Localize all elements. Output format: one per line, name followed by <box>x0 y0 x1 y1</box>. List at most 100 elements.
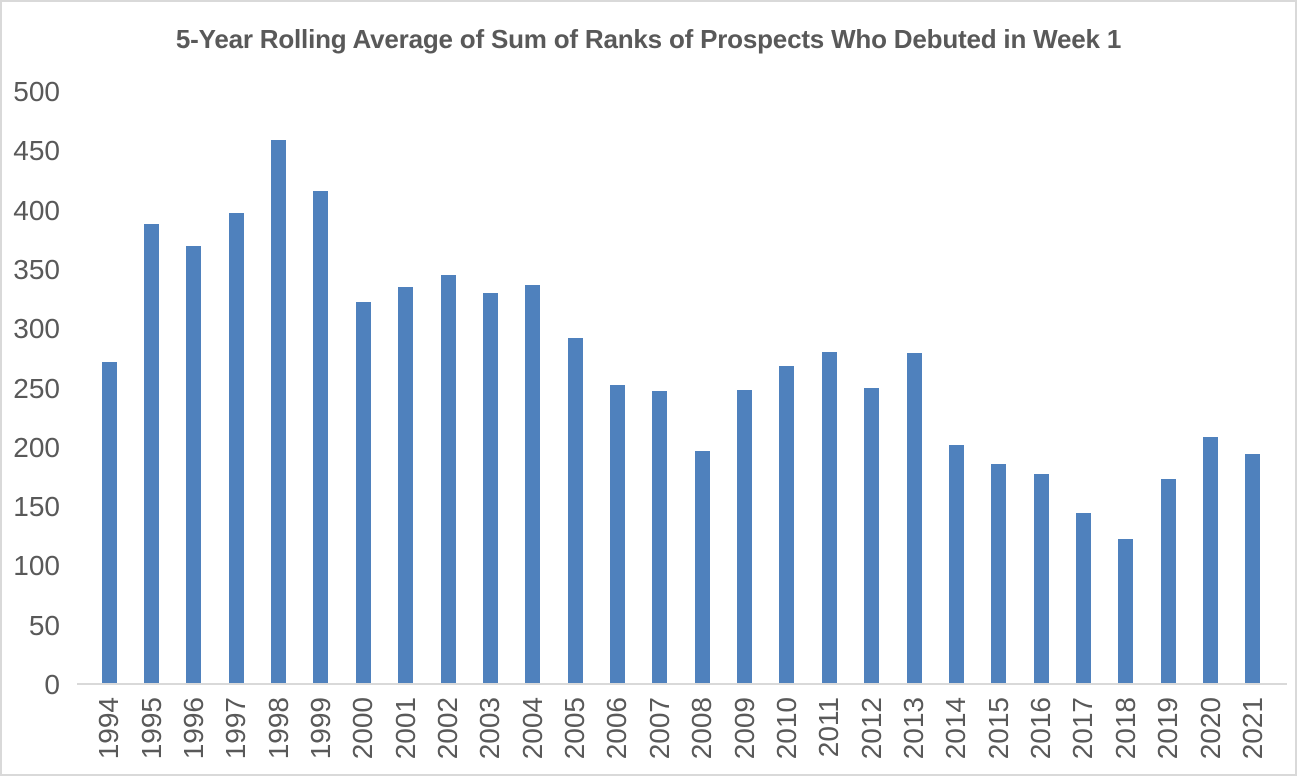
x-tick-label: 2006 <box>601 697 633 760</box>
x-tick-label: 2015 <box>982 697 1014 760</box>
bar-2017 <box>1075 512 1091 683</box>
bar-column-2007: 2007 <box>639 92 681 759</box>
bar-column-2001: 2001 <box>385 92 427 759</box>
bar-column-1996: 1996 <box>173 92 215 759</box>
x-tick-wrap: 2002 <box>427 697 469 759</box>
y-tick-label: 50 <box>28 609 60 641</box>
bar-1996 <box>186 245 202 683</box>
y-tick-label: 200 <box>13 431 60 463</box>
y-tick-label: 500 <box>13 76 60 107</box>
x-tick-label: 2021 <box>1236 697 1268 760</box>
bar-column-2013: 2013 <box>893 92 935 759</box>
x-tick-wrap: 2015 <box>978 697 1020 759</box>
bar-column-2020: 2020 <box>1189 92 1231 759</box>
bar-2013 <box>906 353 922 683</box>
bar-2006 <box>609 385 625 683</box>
bar-2004 <box>525 284 541 683</box>
bar-column-2011: 2011 <box>808 92 850 757</box>
x-tick-label: 2008 <box>686 697 718 760</box>
y-tick-label: 350 <box>13 253 60 285</box>
x-tick-wrap: 2013 <box>893 697 935 759</box>
bar-2010 <box>779 366 795 683</box>
x-tick-wrap: 1999 <box>300 697 342 759</box>
bar-2020 <box>1203 437 1219 683</box>
x-tick-label: 2001 <box>389 697 421 760</box>
x-tick-label: 1999 <box>304 697 336 760</box>
bar-2018 <box>1118 538 1134 683</box>
x-tick-wrap: 2014 <box>935 697 977 759</box>
x-tick-label: 2020 <box>1194 697 1226 760</box>
x-tick-label: 2000 <box>347 697 379 760</box>
x-tick-wrap: 2020 <box>1189 697 1231 759</box>
bar-column-1997: 1997 <box>215 92 257 759</box>
bar-column-2015: 2015 <box>978 92 1020 759</box>
bar-column-2005: 2005 <box>554 92 596 759</box>
x-tick-label: 2007 <box>643 697 675 760</box>
x-tick-wrap: 1997 <box>215 697 257 759</box>
x-tick-wrap: 2010 <box>766 697 808 759</box>
y-tick-label: 0 <box>44 669 60 700</box>
x-tick-wrap: 2004 <box>512 697 554 759</box>
bar-2002 <box>440 275 456 683</box>
x-tick-wrap: 2018 <box>1105 697 1147 759</box>
bar-2012 <box>864 387 880 683</box>
x-tick-wrap: 1998 <box>257 697 299 759</box>
x-tick-label: 2009 <box>728 697 760 760</box>
x-tick-wrap: 1996 <box>173 697 215 759</box>
bar-2001 <box>398 287 414 683</box>
y-axis: 0 50 100 150 200 250 300 350 400 450 500 <box>2 76 60 700</box>
bar-column-2002: 2002 <box>427 92 469 759</box>
bar-2021 <box>1245 453 1261 683</box>
bar-2014 <box>948 445 964 683</box>
x-tick-label: 2011 <box>813 697 845 758</box>
x-tick-wrap: 2005 <box>554 697 596 759</box>
x-tick-label: 2005 <box>559 697 591 760</box>
bar-column-1998: 1998 <box>257 92 299 759</box>
x-tick-label: 2017 <box>1067 697 1099 760</box>
bar-2007 <box>652 391 668 683</box>
bar-column-2016: 2016 <box>1020 92 1062 759</box>
x-tick-wrap: 2016 <box>1020 697 1062 759</box>
x-tick-label: 2013 <box>898 697 929 760</box>
x-tick-wrap: 2012 <box>850 697 892 759</box>
bar-column-1994: 1994 <box>88 92 130 759</box>
bar-2005 <box>567 337 583 683</box>
bar-2003 <box>482 292 498 683</box>
x-tick-label: 2019 <box>1152 697 1184 760</box>
x-tick-label: 1998 <box>262 697 294 760</box>
bar-column-2008: 2008 <box>681 92 723 759</box>
x-tick-label: 2016 <box>1025 697 1057 760</box>
chart-title: 5-Year Rolling Average of Sum of Ranks o… <box>175 24 1122 54</box>
bar-2019 <box>1160 478 1176 683</box>
x-axis-line <box>77 683 1287 685</box>
bar-2008 <box>694 451 710 683</box>
x-tick-label: 1995 <box>135 697 167 760</box>
bar-column-2006: 2006 <box>596 92 638 759</box>
x-tick-label: 2010 <box>770 697 802 760</box>
x-tick-wrap: 1995 <box>130 697 172 759</box>
bar-2015 <box>991 464 1007 683</box>
bar-column-2010: 2010 <box>766 92 808 759</box>
x-tick-wrap: 2021 <box>1232 697 1274 759</box>
x-tick-label: 2018 <box>1109 697 1141 760</box>
x-tick-wrap: 2017 <box>1062 697 1104 759</box>
bar-column-1995: 1995 <box>130 92 172 759</box>
bar-1997 <box>228 212 244 683</box>
x-tick-wrap: 2000 <box>342 697 384 759</box>
x-tick-label: 2003 <box>474 697 506 760</box>
bar-column-2018: 2018 <box>1105 92 1147 759</box>
bar-column-2017: 2017 <box>1062 92 1104 759</box>
bar-column-2003: 2003 <box>469 92 511 759</box>
x-tick-wrap: 2007 <box>639 697 681 759</box>
x-tick-label: 1996 <box>177 697 209 760</box>
x-tick-wrap: 2006 <box>596 697 638 759</box>
bar-column-2021: 2021 <box>1232 92 1274 759</box>
bar-1999 <box>313 191 329 683</box>
x-tick-wrap: 1994 <box>88 697 130 759</box>
x-tick-wrap: 2019 <box>1147 697 1189 759</box>
x-tick-label: 2012 <box>855 697 887 760</box>
x-tick-wrap: 2009 <box>723 697 765 759</box>
bar-1995 <box>144 224 160 683</box>
y-tick-label: 100 <box>13 550 60 582</box>
